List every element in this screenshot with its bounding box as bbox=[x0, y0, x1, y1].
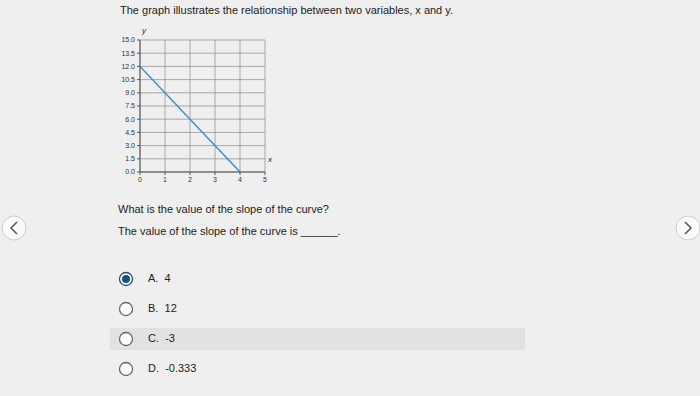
html-text:B.: B. bbox=[148, 302, 159, 314]
svg-text:0: 0 bbox=[138, 176, 142, 183]
svg-text:1.5: 1.5 bbox=[125, 155, 135, 162]
html-text:The value of the slope of the: The value of the slope of the curve is _… bbox=[118, 225, 341, 237]
html-text:-3: -3 bbox=[165, 332, 175, 344]
html-text:What is the value of the slope: What is the value of the slope of the cu… bbox=[118, 203, 329, 215]
svg-text:4: 4 bbox=[238, 176, 242, 183]
svg-text:2: 2 bbox=[188, 176, 192, 183]
html-text:A.: A. bbox=[148, 272, 159, 284]
svg-text:3.0: 3.0 bbox=[125, 142, 135, 149]
html-text:The graph illustrates the rela: The graph illustrates the relationship b… bbox=[120, 4, 453, 16]
svg-text:15.0: 15.0 bbox=[121, 36, 135, 43]
html-text:y: y bbox=[142, 26, 146, 35]
svg-text:1: 1 bbox=[163, 176, 167, 183]
svg-text:6.0: 6.0 bbox=[125, 116, 135, 123]
svg-text:13.5: 13.5 bbox=[121, 50, 135, 57]
svg-text:12.0: 12.0 bbox=[121, 63, 135, 70]
html-text:-0.333: -0.333 bbox=[165, 362, 197, 374]
svg-text:10.5: 10.5 bbox=[121, 76, 135, 83]
svg-text:4.5: 4.5 bbox=[125, 129, 135, 136]
svg-text:9.0: 9.0 bbox=[125, 89, 135, 96]
svg-text:0.0: 0.0 bbox=[125, 168, 135, 175]
svg-text:5: 5 bbox=[263, 176, 267, 183]
html-text:4: 4 bbox=[164, 272, 171, 284]
html-text:C.: C. bbox=[148, 332, 159, 344]
svg-text:3: 3 bbox=[213, 176, 217, 183]
html-text:12: 12 bbox=[164, 302, 177, 314]
svg-text:7.5: 7.5 bbox=[125, 102, 135, 109]
html-text:x: x bbox=[268, 155, 272, 164]
html-text:D.: D. bbox=[148, 362, 159, 374]
